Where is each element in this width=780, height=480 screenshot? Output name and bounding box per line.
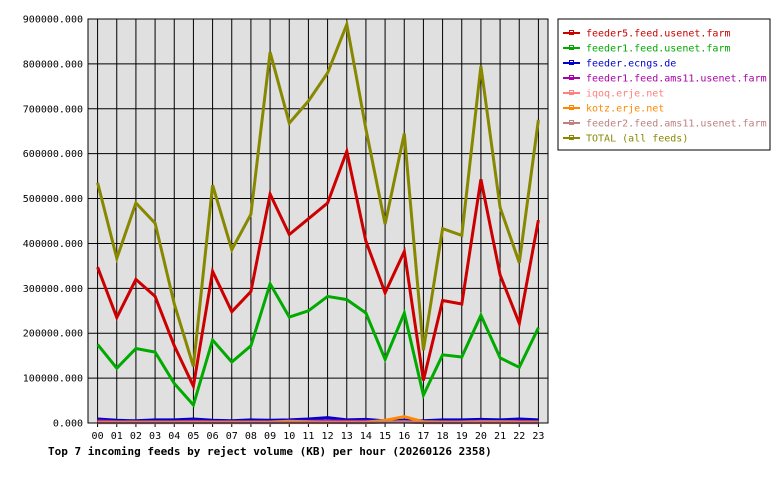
plot-area-border [87, 18, 549, 424]
x-tick-label: 11 [302, 431, 314, 442]
y-tick-label: 200000.000 [23, 329, 83, 340]
y-tick-label: 100000.000 [23, 374, 83, 385]
x-tick-label: 12 [322, 431, 334, 442]
legend-marker [569, 60, 574, 65]
legend-marker [569, 45, 574, 50]
legend-label: TOTAL (all feeds) [586, 134, 688, 145]
y-axis-ticks: 0.000 100000.000 200000.000 300000.000 40000… [23, 15, 83, 430]
legend-marker [569, 105, 574, 110]
x-tick-label: 04 [168, 431, 180, 442]
legend-label: feeder2.feed.ams11.usenet.farm [586, 119, 767, 130]
series-line-feeder1-feed-usenet-farm [96, 280, 540, 409]
y-tick-label: 0.000 [53, 419, 83, 430]
x-tick-label: 23 [532, 431, 544, 442]
y-tick-label: 800000.000 [23, 59, 83, 70]
legend-box [557, 18, 771, 151]
legend: feeder5.feed.usenet.farm feeder1.feed.use… [557, 18, 771, 151]
x-tick-label: 13 [341, 431, 353, 442]
x-tick-label: 09 [264, 431, 276, 442]
x-tick-label: 07 [226, 431, 238, 442]
legend-label: feeder5.feed.usenet.farm [586, 29, 731, 40]
legend-marker [569, 90, 574, 95]
y-tick-label: 700000.000 [23, 104, 83, 115]
chart-title: Top 7 incoming feeds by reject volume (K… [48, 445, 492, 458]
legend-marker [569, 75, 574, 80]
x-tick-label: 08 [245, 431, 257, 442]
legend-label: feeder1.feed.usenet.farm [586, 44, 731, 55]
y-tick-label: 400000.000 [23, 239, 83, 250]
y-tick-label: 600000.000 [23, 149, 83, 160]
x-tick-label: 18 [437, 431, 449, 442]
x-tick-label: 20 [475, 431, 487, 442]
x-tick-label: 03 [149, 431, 161, 442]
x-tick-label: 17 [417, 431, 429, 442]
x-tick-label: 21 [494, 431, 506, 442]
series-line-feeder5-feed-usenet-farm [96, 146, 540, 392]
legend-label: feeder1.feed.ams11.usenet.farm [586, 74, 767, 85]
series-line-total-all-feeds [96, 18, 540, 367]
x-tick-label: 22 [513, 431, 525, 442]
y-tick-label: 900000.000 [23, 15, 83, 26]
legend-label: kotz.erje.net [586, 104, 664, 115]
legend-marker [569, 30, 574, 35]
x-tick-label: 14 [360, 431, 372, 442]
x-axis-ticks: 00 01 02 03 04 05 06 07 08 09 10 11 12 13 14 15 16 17 18 19… [92, 423, 544, 442]
x-tick-label: 02 [130, 431, 142, 442]
x-tick-label: 16 [398, 431, 410, 442]
x-tick-label: 01 [111, 431, 123, 442]
x-tick-label: 15 [379, 431, 391, 442]
x-tick-label: 05 [187, 431, 199, 442]
series-line-feeder-ecngs-de [97, 416, 539, 423]
x-tick-label: 19 [456, 431, 468, 442]
x-tick-label: 06 [207, 431, 219, 442]
legend-marker [569, 120, 574, 125]
legend-label: feeder.ecngs.de [586, 59, 676, 70]
legend-marker [569, 135, 574, 140]
x-tick-label: 10 [283, 431, 295, 442]
y-tick-label: 300000.000 [23, 284, 83, 295]
y-tick-label: 500000.000 [23, 194, 83, 205]
legend-label: iqoq.erje.net [586, 89, 664, 100]
x-tick-label: 00 [92, 431, 104, 442]
